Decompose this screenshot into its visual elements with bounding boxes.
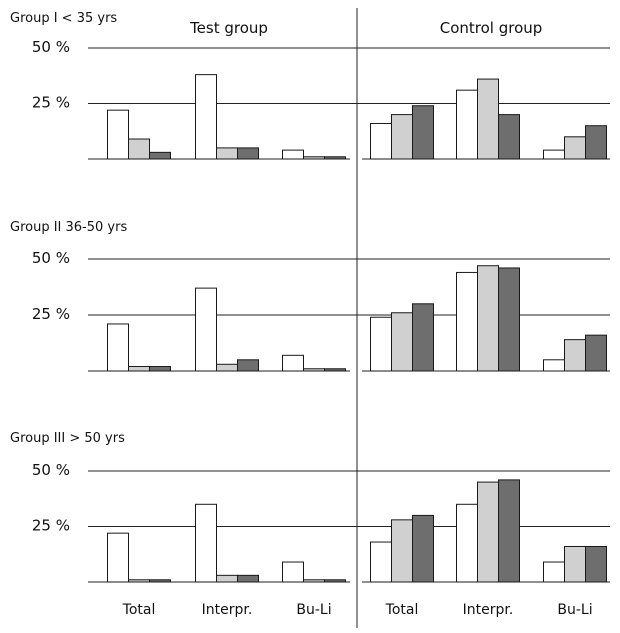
category-label: Total	[385, 602, 419, 618]
bar-test-buli-1	[282, 561, 304, 583]
bar-control-buli-3	[585, 334, 607, 372]
bar-control-buli-2	[564, 545, 586, 583]
panel-group-3: Group III > 50 yrs 25 % 50 %	[10, 431, 610, 583]
bar-test-total-2	[128, 579, 150, 583]
bar-control-buli-2	[564, 136, 586, 160]
bar-test-buli-1	[282, 354, 304, 372]
bar-test-interpr-2	[216, 147, 238, 160]
bar-control-interpr-2	[477, 78, 499, 160]
bar-test-interpr-3	[237, 359, 259, 372]
bar-test-interpr-1	[195, 74, 217, 160]
bar-control-buli-1	[543, 561, 565, 583]
bar-control-interpr-3	[498, 479, 520, 583]
bar-test-interpr-1	[195, 503, 217, 583]
bar-control-interpr-3	[498, 114, 520, 160]
bar-control-total-2	[391, 114, 413, 160]
group-title: Group I < 35 yrs	[10, 11, 117, 26]
bar-test-buli-2	[303, 156, 325, 160]
bar-test-buli-3	[324, 156, 346, 160]
bar-test-buli-2	[303, 579, 325, 583]
column-title-test: Test group	[189, 19, 268, 37]
bar-control-total-3	[412, 514, 434, 583]
bar-control-interpr-1	[456, 89, 478, 160]
panel-group-1: Group I < 35 yrs 25 % 50 %	[10, 11, 610, 160]
bar-test-interpr-2	[216, 363, 238, 372]
y-tick-label: 50 %	[32, 249, 70, 267]
bar-test-total-3	[149, 366, 171, 372]
bar-control-interpr-2	[477, 265, 499, 372]
bar-test-buli-1	[282, 149, 304, 160]
bar-control-interpr-2	[477, 481, 499, 583]
category-label: Interpr.	[463, 602, 514, 618]
bar-test-total-2	[128, 366, 150, 372]
bar-control-buli-1	[543, 149, 565, 160]
bar-control-total-2	[391, 519, 413, 583]
bar-test-buli-2	[303, 368, 325, 372]
bar-test-buli-3	[324, 579, 346, 583]
bar-test-interpr-2	[216, 574, 238, 583]
bar-test-interpr-3	[237, 574, 259, 583]
group-title: Group III > 50 yrs	[10, 431, 125, 446]
y-tick-label: 25 %	[32, 94, 70, 112]
category-label: Total	[122, 602, 156, 618]
category-label: Bu-Li	[296, 602, 331, 618]
bar-control-total-1	[370, 541, 392, 583]
y-tick-label: 25 %	[32, 305, 70, 323]
bar-control-total-3	[412, 105, 434, 160]
category-labels: Total Interpr. Bu-Li Total Interpr. Bu-Li	[122, 602, 593, 618]
bar-test-buli-3	[324, 368, 346, 372]
bar-test-total-1	[107, 323, 129, 372]
column-title-control: Control group	[440, 19, 543, 37]
bar-control-total-1	[370, 122, 392, 160]
bar-test-total-3	[149, 151, 171, 160]
bar-control-total-2	[391, 312, 413, 372]
bar-control-interpr-1	[456, 271, 478, 372]
bar-control-total-1	[370, 316, 392, 372]
bar-test-interpr-1	[195, 287, 217, 372]
bar-control-buli-1	[543, 359, 565, 372]
category-label: Interpr.	[202, 602, 253, 618]
bar-control-buli-3	[585, 545, 607, 583]
y-tick-label: 50 %	[32, 461, 70, 479]
bar-control-interpr-3	[498, 267, 520, 372]
bar-test-total-3	[149, 579, 171, 583]
group-title: Group II 36-50 yrs	[10, 220, 127, 235]
bar-test-total-1	[107, 109, 129, 160]
bar-control-total-3	[412, 303, 434, 372]
bar-test-interpr-3	[237, 147, 259, 160]
bar-control-interpr-1	[456, 503, 478, 583]
bar-control-buli-2	[564, 339, 586, 372]
y-tick-label: 25 %	[32, 517, 70, 535]
bar-test-total-2	[128, 138, 150, 160]
y-tick-label: 50 %	[32, 38, 70, 56]
bar-control-buli-3	[585, 125, 607, 160]
panel-group-2: Group II 36-50 yrs 25 % 50 %	[10, 220, 610, 372]
bar-test-total-1	[107, 532, 129, 583]
category-label: Bu-Li	[557, 602, 592, 618]
